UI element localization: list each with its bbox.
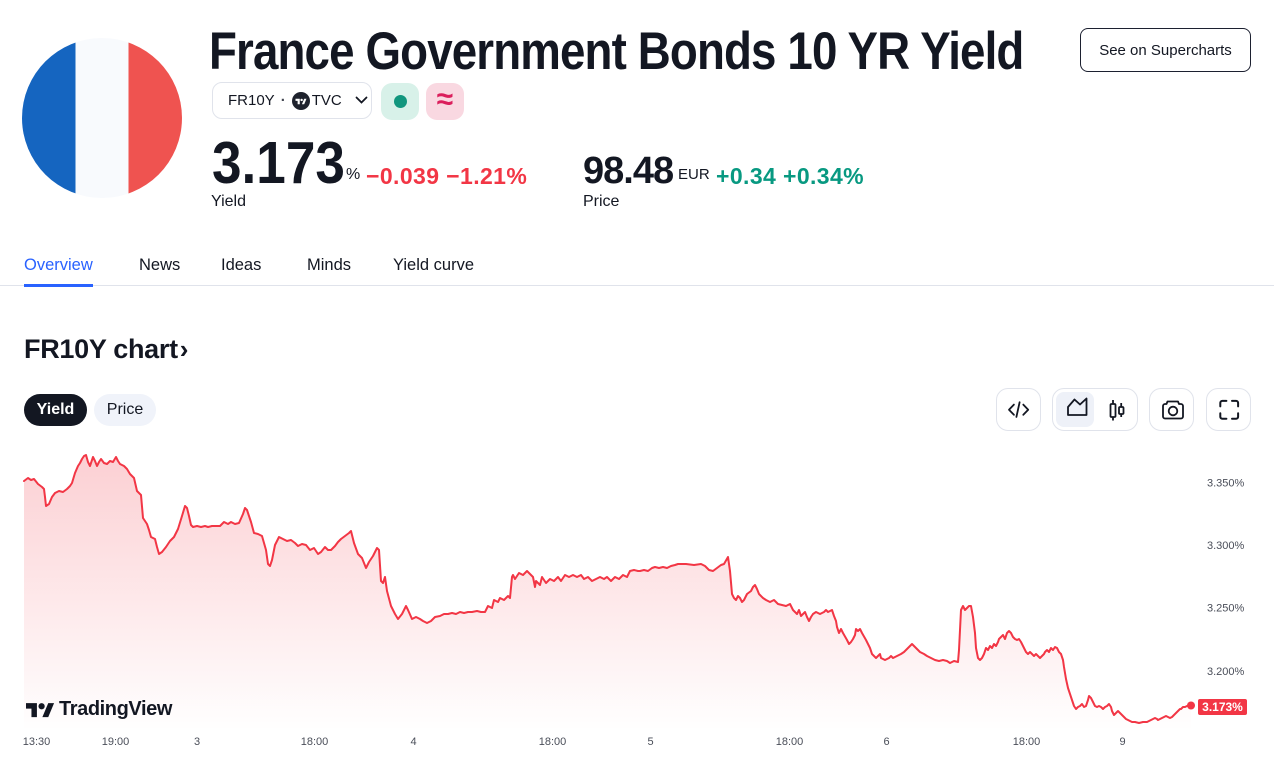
svg-text:TradingView: TradingView	[59, 698, 173, 720]
svg-text:3.173%: 3.173%	[1202, 700, 1243, 714]
svg-text:19:00: 19:00	[102, 736, 130, 748]
svg-text:5: 5	[647, 736, 653, 748]
svg-text:18:00: 18:00	[1013, 736, 1041, 748]
svg-text:3.250%: 3.250%	[1207, 603, 1245, 615]
svg-text:3.200%: 3.200%	[1207, 666, 1245, 678]
svg-text:18:00: 18:00	[539, 736, 567, 748]
svg-text:13:30: 13:30	[23, 736, 51, 748]
svg-text:18:00: 18:00	[301, 736, 329, 748]
svg-text:3: 3	[194, 736, 200, 748]
svg-text:3.350%: 3.350%	[1207, 478, 1245, 490]
svg-text:6: 6	[883, 736, 889, 748]
svg-text:4: 4	[410, 736, 416, 748]
svg-text:18:00: 18:00	[776, 736, 804, 748]
svg-text:9: 9	[1119, 736, 1125, 748]
svg-text:3.300%: 3.300%	[1207, 540, 1245, 552]
